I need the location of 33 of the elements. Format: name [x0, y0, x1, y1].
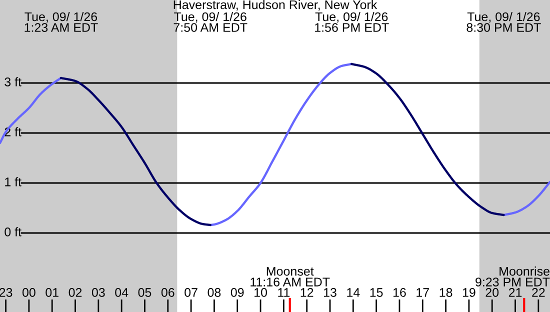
x-tick-label: 20: [486, 288, 499, 297]
x-tick-label: 14: [347, 288, 360, 297]
x-tick-label: 11: [278, 288, 290, 297]
y-tick-label: 3 ft: [4, 77, 22, 86]
x-tick-label: 22: [532, 288, 545, 297]
x-tick-label: 07: [184, 288, 198, 297]
x-tick-label: 15: [370, 288, 383, 297]
x-tick-label: 13: [324, 288, 336, 297]
x-tick-label: 00: [22, 288, 36, 297]
x-tick-label: 17: [416, 288, 429, 297]
x-tick-label: 09: [230, 288, 244, 297]
x-tick-label: 08: [208, 288, 221, 297]
x-tick-label: 02: [68, 288, 82, 297]
annotation: Tue, 09/ 1/26 1:56 PM EDT: [315, 12, 389, 32]
x-tick-label: 06: [161, 288, 174, 297]
y-tick-label: 0 ft: [4, 227, 22, 236]
annotation: Tue, 09/ 1/26 1:23 AM EDT: [24, 12, 98, 32]
ref-line-label: Moonrise 9:23 PM EDT: [476, 266, 550, 286]
chart-title: Haverstraw, Hudson River, New York: [174, 0, 378, 11]
annotation: Tue, 09/ 1/26 8:30 PM EDT: [466, 12, 541, 32]
x-tick-label: 12: [300, 288, 314, 297]
x-tick-label: 05: [138, 288, 152, 297]
x-tick-label: 21: [508, 288, 522, 297]
x-tick-label: 10: [254, 288, 267, 297]
x-tick-label: 01: [46, 288, 58, 297]
y-tick-label: 1 ft: [5, 177, 22, 186]
x-tick-label: 16: [393, 288, 406, 297]
annotation: Tue, 09/ 1/26 7:50 AM EDT: [174, 12, 248, 32]
x-tick-label: 04: [115, 288, 128, 297]
x-tick-label: 19: [462, 288, 476, 297]
x-tick-label: 18: [440, 288, 452, 297]
x-tick-label: 03: [92, 288, 105, 297]
ref-line-label: Moonset 11:16 AM EDT: [250, 266, 330, 286]
